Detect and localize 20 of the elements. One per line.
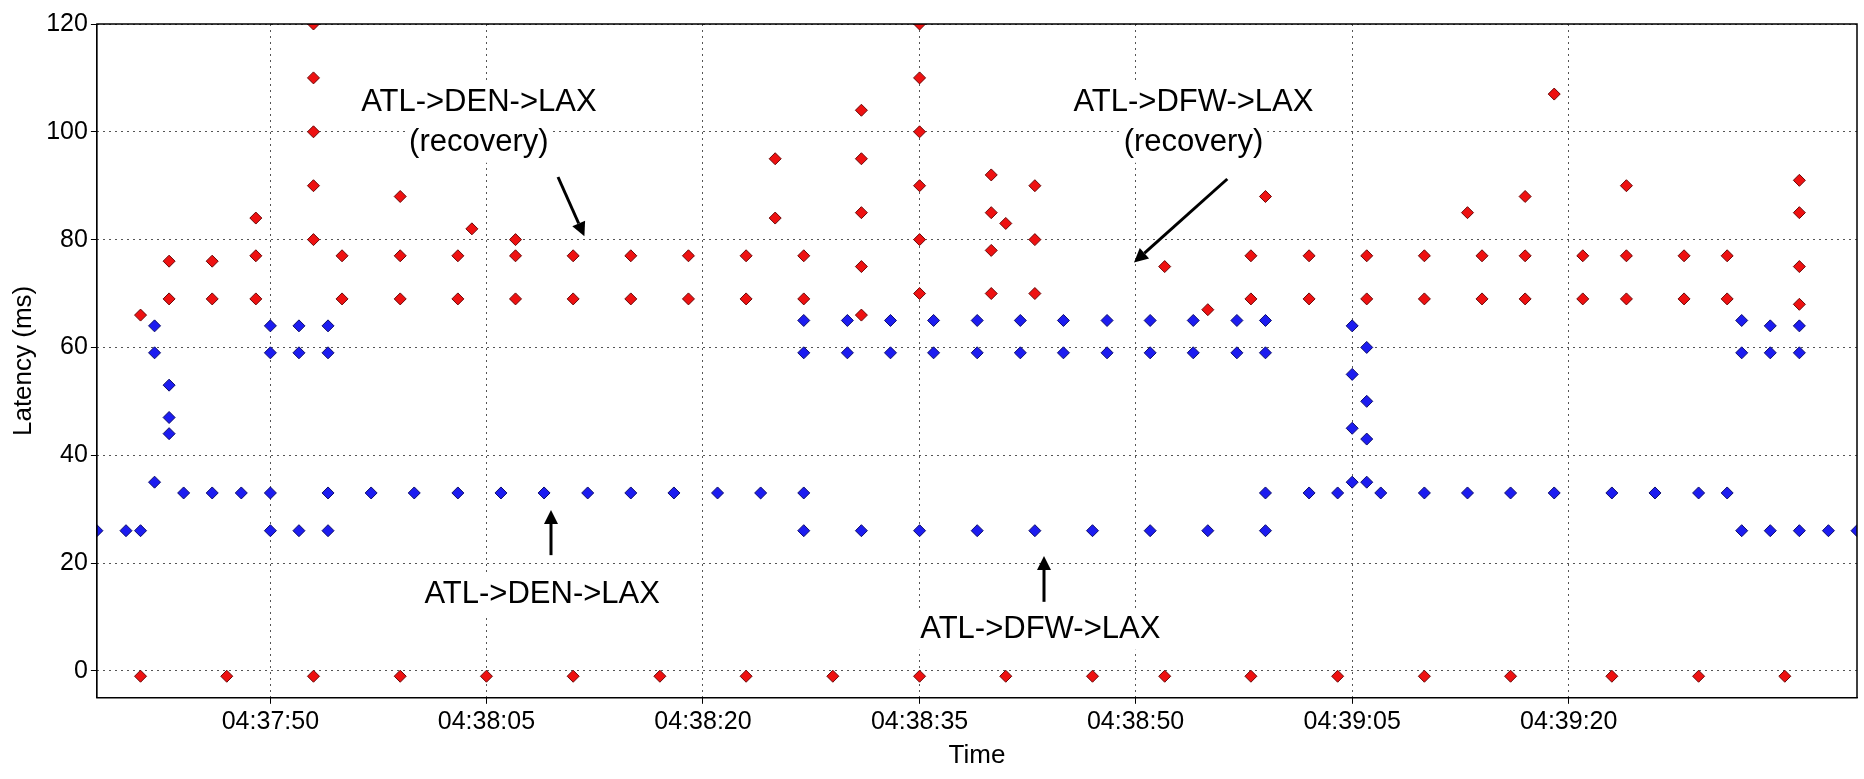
- y-tick-label: 80: [60, 223, 88, 252]
- annotation: ATL->DEN->LAX: [424, 574, 661, 610]
- x-tick-label: 04:37:50: [221, 705, 320, 734]
- annotation: ATL->DEN->LAX (recovery): [361, 83, 597, 159]
- y-tick-label: 40: [60, 439, 88, 468]
- annotation: ATL->DFW->LAX (recovery): [1073, 83, 1314, 159]
- y-tick-label: 120: [46, 7, 88, 36]
- annotation: ATL->DFW->LAX: [920, 610, 1161, 646]
- x-tick-label: 04:39:05: [1303, 705, 1401, 734]
- x-axis-title: Time: [948, 738, 1006, 769]
- x-tick-label: 04:38:35: [870, 705, 969, 734]
- y-tick-label: 100: [46, 115, 88, 144]
- x-tick-label: 04:38:20: [654, 705, 752, 734]
- y-tick-label: 20: [60, 546, 88, 575]
- x-tick-label: 04:38:05: [437, 705, 536, 734]
- y-tick-label: 60: [60, 331, 88, 360]
- x-tick-label: 04:39:20: [1520, 705, 1618, 734]
- y-tick-label: 0: [74, 654, 88, 683]
- y-axis-title: Latency (ms): [6, 285, 37, 437]
- x-tick-label: 04:38:50: [1086, 705, 1185, 734]
